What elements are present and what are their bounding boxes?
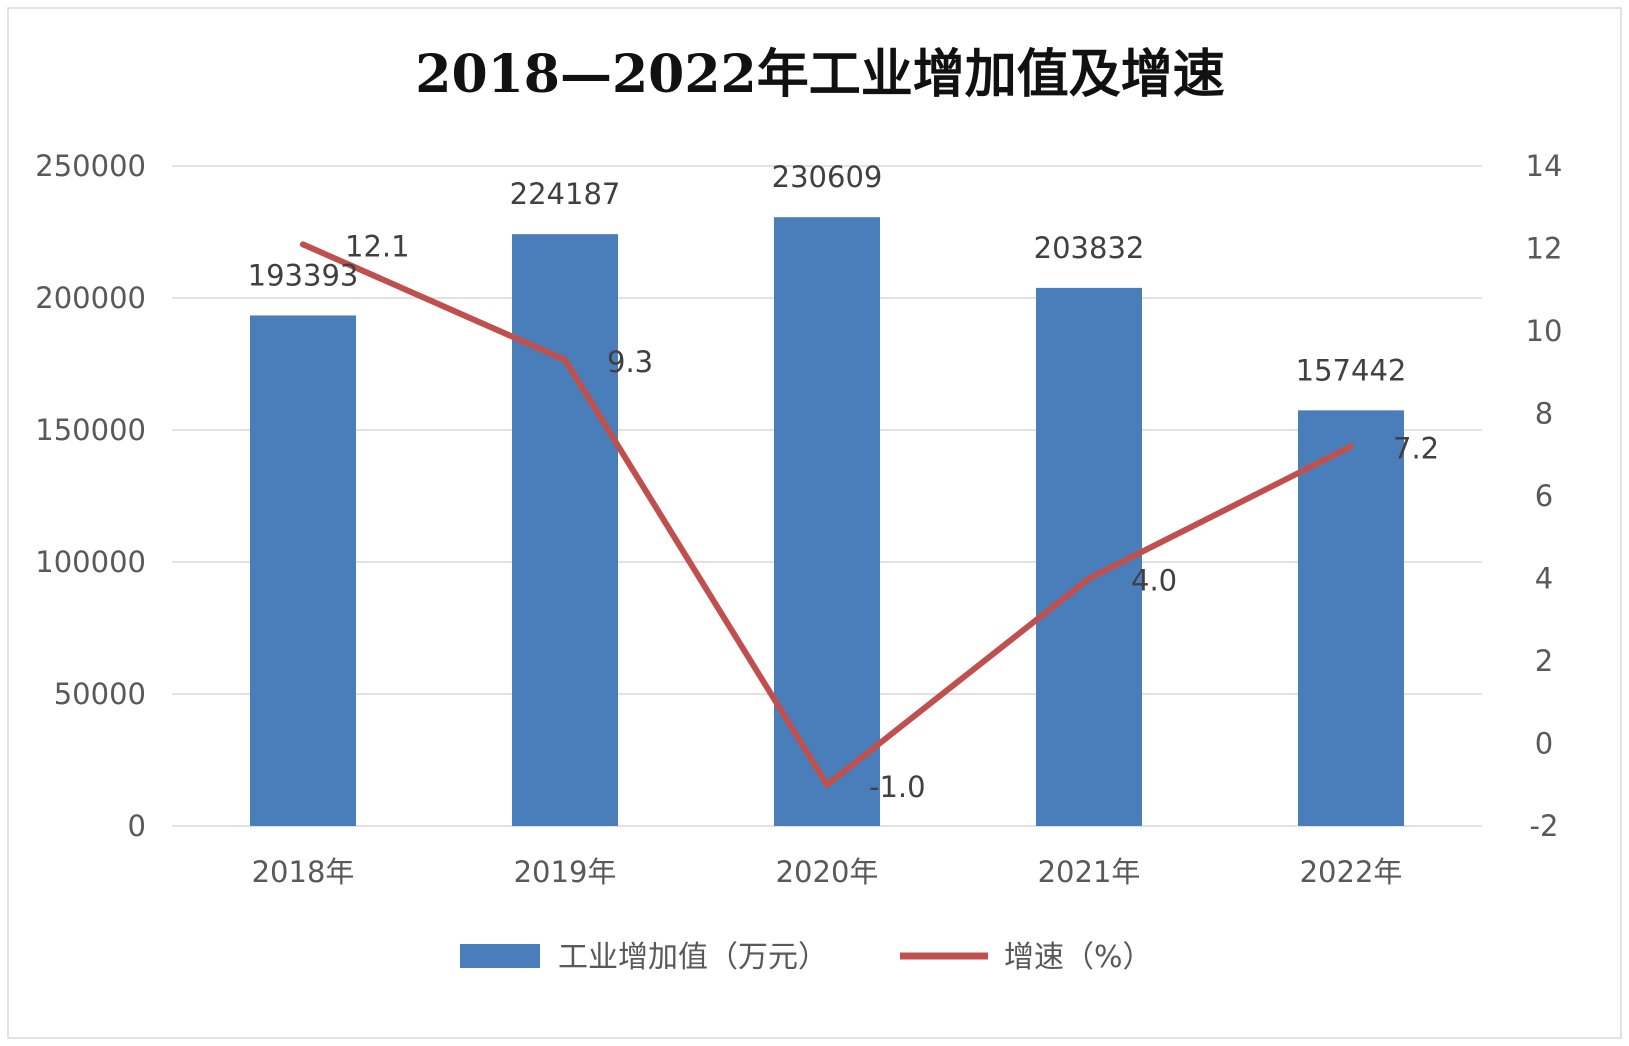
left-axis-tick-label: 0	[128, 809, 146, 843]
x-axis: 2018年 2019年 2020年 2021年 2022年	[252, 855, 1403, 889]
legend: 工业增加值（万元） 增速（%）	[460, 940, 1153, 975]
left-axis-tick-label: 100000	[35, 545, 146, 579]
line-value-label: 4.0	[1131, 564, 1177, 598]
left-axis-tick-label: 250000	[35, 149, 146, 183]
legend-label-line: 增速（%）	[1004, 940, 1153, 975]
bar-value-label: 224187	[510, 177, 621, 211]
x-axis-tick-label: 2021年	[1038, 855, 1141, 889]
bar-value-label: 193393	[248, 258, 359, 292]
line-value-label: 9.3	[607, 345, 653, 379]
left-axis-tick-label: 50000	[54, 677, 146, 711]
line-point	[1348, 443, 1354, 450]
data-labels: 193393 224187 230609 203832 157442 12.1 9.3 -1.…	[248, 160, 1439, 804]
bar-value-label: 157442	[1296, 353, 1407, 387]
right-axis-tick-label: 12	[1526, 232, 1563, 266]
bar	[512, 234, 618, 827]
bar-value-label: 230609	[772, 160, 883, 194]
chart-title: 2018—2022年工业增加值及增速	[415, 44, 1224, 105]
legend-swatch-bar	[460, 944, 540, 968]
right-axis-tick-label: 4	[1535, 562, 1553, 596]
bar	[1036, 287, 1142, 826]
line-point	[300, 241, 306, 248]
line-point	[1086, 575, 1092, 582]
x-axis-tick-label: 2020年	[776, 855, 879, 889]
right-axis-tick-label: 10	[1526, 314, 1563, 348]
right-y-axis: -2 0 2 4 6 8 10 12 14	[1526, 149, 1563, 843]
bar	[1298, 410, 1404, 826]
left-axis-tick-label: 150000	[35, 413, 146, 447]
line-point	[562, 356, 568, 363]
bar	[774, 217, 880, 826]
line-series	[300, 241, 1354, 788]
bar-series	[250, 217, 1404, 827]
line-value-label: -1.0	[869, 770, 926, 804]
line-point	[824, 781, 830, 788]
legend-label-bar: 工业增加值（万元）	[558, 940, 828, 975]
x-axis-tick-label: 2018年	[252, 855, 355, 889]
line-value-label: 7.2	[1393, 432, 1439, 466]
right-axis-tick-label: 8	[1535, 397, 1553, 431]
right-axis-tick-label: 0	[1535, 727, 1553, 761]
left-axis-tick-label: 200000	[35, 281, 146, 315]
right-axis-tick-label: 2	[1535, 644, 1553, 678]
left-y-axis: 0 50000 100000 150000 200000 250000	[35, 149, 146, 843]
right-axis-tick-label: 6	[1535, 479, 1553, 513]
line-value-label: 12.1	[345, 229, 410, 263]
right-axis-tick-label: -2	[1530, 809, 1559, 843]
bar-value-label: 203832	[1034, 231, 1145, 265]
x-axis-tick-label: 2022年	[1300, 855, 1403, 889]
bar	[250, 315, 356, 826]
right-axis-tick-label: 14	[1526, 149, 1563, 183]
x-axis-tick-label: 2019年	[514, 855, 617, 889]
